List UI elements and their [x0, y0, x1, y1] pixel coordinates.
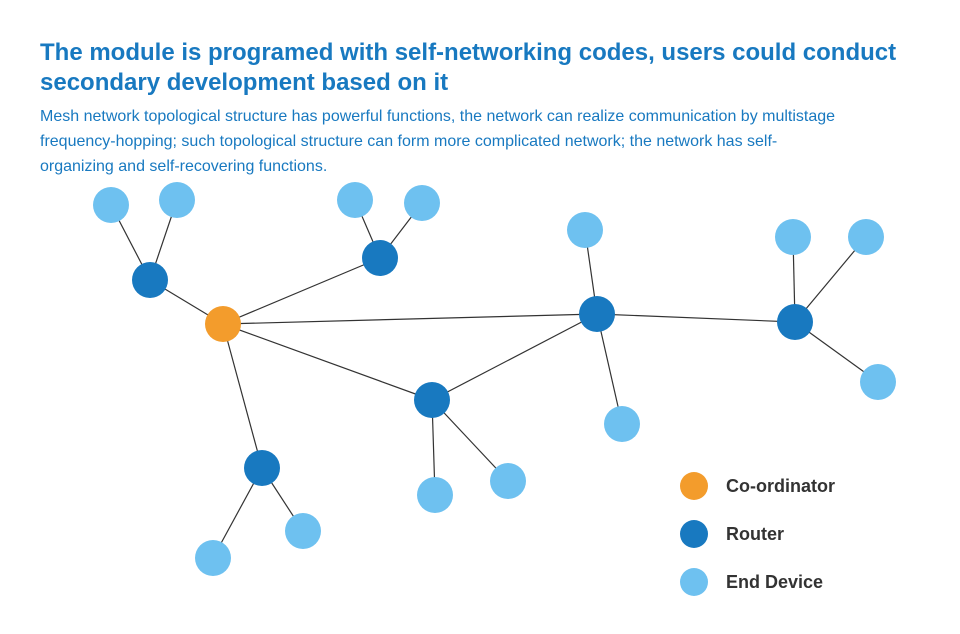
legend-item: Co-ordinator — [680, 472, 835, 500]
edge — [223, 324, 432, 400]
node-end_device — [195, 540, 231, 576]
node-end_device — [775, 219, 811, 255]
node-end_device — [417, 477, 453, 513]
node-coordinator — [205, 306, 241, 342]
node-router — [777, 304, 813, 340]
legend-item: End Device — [680, 568, 835, 596]
node-end_device — [93, 187, 129, 223]
node-end_device — [490, 463, 526, 499]
edge — [223, 258, 380, 324]
legend-label: Router — [726, 524, 784, 545]
legend-dot-coordinator — [680, 472, 708, 500]
node-end_device — [860, 364, 896, 400]
legend-label: End Device — [726, 572, 823, 593]
edge — [223, 324, 262, 468]
node-router — [414, 382, 450, 418]
edge — [597, 314, 795, 322]
node-end_device — [604, 406, 640, 442]
node-end_device — [337, 182, 373, 218]
legend: Co-ordinator Router End Device — [680, 472, 835, 616]
legend-dot-end_device — [680, 568, 708, 596]
legend-item: Router — [680, 520, 835, 548]
node-router — [244, 450, 280, 486]
node-end_device — [404, 185, 440, 221]
node-router — [362, 240, 398, 276]
edge — [223, 314, 597, 324]
node-router — [579, 296, 615, 332]
node-end_device — [285, 513, 321, 549]
node-router — [132, 262, 168, 298]
legend-label: Co-ordinator — [726, 476, 835, 497]
node-end_device — [159, 182, 195, 218]
node-end_device — [848, 219, 884, 255]
node-end_device — [567, 212, 603, 248]
edge — [432, 314, 597, 400]
legend-dot-router — [680, 520, 708, 548]
